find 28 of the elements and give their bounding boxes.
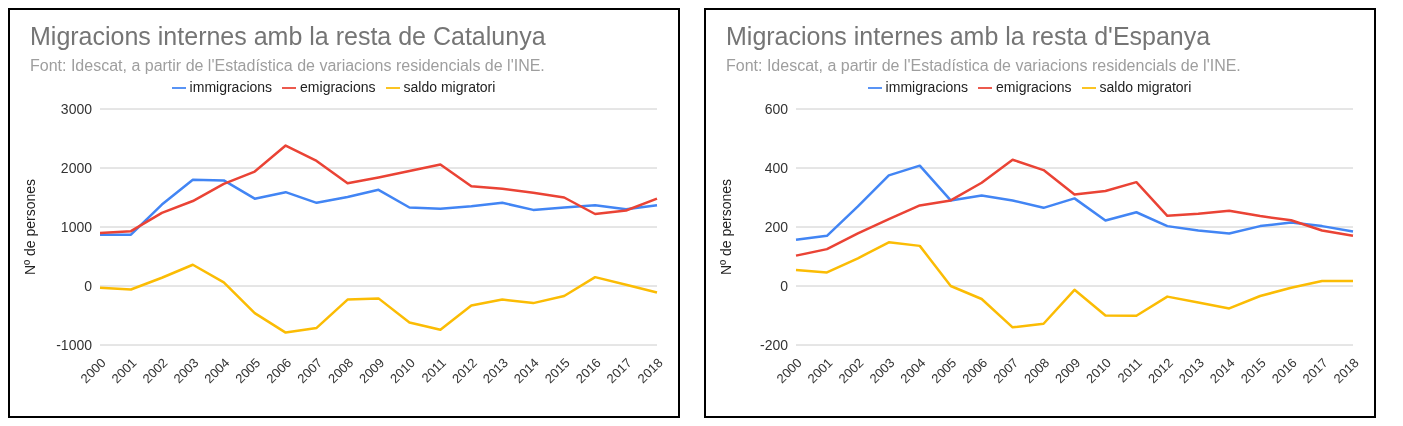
y-axis-title: Nº de persones: [717, 178, 734, 276]
y-tick-label: 2000: [60, 159, 93, 176]
y-tick-label: -200: [759, 336, 789, 353]
line-series: [794, 241, 1355, 329]
y-axis-title: Nº de persones: [21, 178, 38, 276]
chart-title: Migracions internes amb la resta d'Espanya: [726, 22, 1212, 51]
line-series: [794, 158, 1355, 257]
y-tick-label: 1000: [60, 218, 93, 235]
legend-label: saldo migratori: [1099, 79, 1192, 95]
y-tick-label: 3000: [60, 100, 93, 117]
chart-subtitle: Font: Idescat, a partir de l'Estadística de variacions residencials de l'INE.: [30, 57, 546, 75]
y-tick-label: -1000: [56, 336, 93, 353]
y-tick-label: 400: [764, 159, 789, 176]
y-tick-label: 600: [764, 100, 789, 117]
chart-subtitle: Font: Idescat, a partir de l'Estadística de variacions residencials de l'INE.: [726, 57, 1242, 75]
y-tick-label: 200: [764, 218, 789, 235]
legend-label: emigracions: [996, 79, 1072, 95]
chart-title: Migracions internes amb la resta de Catalunya: [30, 22, 547, 51]
legend-label: immigracions: [885, 79, 969, 95]
y-tick-label: 0: [84, 277, 93, 294]
line-series: [98, 263, 659, 334]
legend-label: emigracions: [300, 79, 376, 95]
legend-label: saldo migratori: [403, 79, 496, 95]
line-series: [794, 164, 1355, 241]
legend-label: immigracions: [189, 79, 273, 95]
line-series: [98, 178, 659, 236]
line-series: [98, 144, 659, 235]
y-tick-label: 0: [780, 277, 789, 294]
